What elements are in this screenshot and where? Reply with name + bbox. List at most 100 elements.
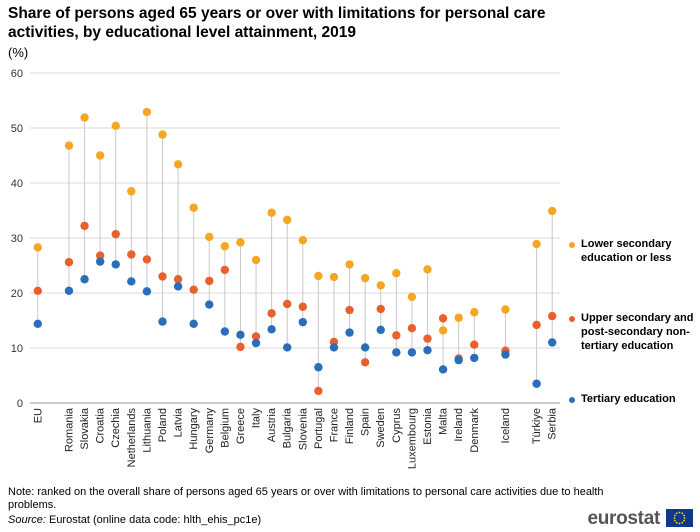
point-lower	[251, 255, 261, 265]
point-lower	[33, 243, 42, 252]
x-tick-label: Latvia	[173, 407, 185, 437]
point-tertiary	[158, 317, 167, 326]
x-tick-label: Greece	[235, 408, 247, 444]
point-tertiary	[392, 348, 401, 357]
point-tertiary	[189, 319, 198, 328]
point-upper	[158, 272, 167, 281]
x-tick-label: Denmark	[469, 408, 481, 453]
point-tertiary	[64, 286, 74, 295]
x-tick-label: Netherlands	[126, 408, 138, 468]
point-upper	[267, 309, 276, 318]
y-tick-label: 20	[11, 288, 23, 300]
point-lower	[173, 160, 183, 169]
chart-plot: 0 10 20 30 40 50 60 EU Romania Slovakia Croatia Cz…	[11, 68, 560, 469]
legend-marker-tertiary	[569, 397, 575, 403]
eu-flag-icon	[666, 509, 693, 527]
y-tick-label: 60	[11, 68, 23, 80]
point-upper	[95, 251, 105, 260]
point-lower	[127, 187, 136, 196]
x-tick-label: France	[328, 408, 340, 442]
point-lower	[470, 308, 479, 317]
point-tertiary	[95, 257, 105, 266]
point-tertiary	[454, 355, 463, 365]
point-lower	[360, 273, 370, 283]
point-upper	[33, 286, 42, 295]
point-upper	[423, 334, 432, 343]
x-tick-label: Austria	[266, 407, 278, 442]
point-upper	[360, 358, 370, 367]
point-upper	[548, 311, 557, 321]
x-tick-label: Slovakia	[79, 407, 91, 449]
point-tertiary	[267, 325, 276, 334]
source-text: Eurostat (online data code: hlth_ehis_pc…	[45, 514, 262, 526]
x-tick-label: Poland	[157, 408, 169, 442]
point-tertiary	[236, 330, 245, 339]
point-lower	[314, 271, 323, 281]
point-tertiary	[470, 353, 479, 363]
point-upper	[220, 265, 230, 275]
x-tick-label: Serbia	[547, 407, 559, 440]
point-tertiary	[376, 325, 385, 335]
point-lower	[95, 151, 105, 160]
point-lower	[142, 107, 152, 117]
point-upper	[298, 302, 307, 311]
chart-title: Share of persons aged 65 years or over w…	[8, 5, 546, 41]
point-lower	[548, 206, 557, 216]
point-tertiary	[80, 275, 89, 284]
point-lower	[158, 130, 167, 139]
point-lower	[454, 313, 463, 322]
point-tertiary	[283, 343, 292, 352]
x-tick-label: Czechia	[110, 407, 122, 448]
x-tick-label: EU	[32, 408, 44, 423]
x-tick-label: Germany	[204, 408, 216, 454]
point-tertiary	[407, 348, 417, 357]
point-lower	[376, 281, 385, 290]
eurostat-logo: eurostat	[587, 508, 660, 529]
point-tertiary	[173, 282, 183, 291]
y-tick-label: 10	[11, 343, 23, 355]
x-tick-label: Hungary	[188, 408, 200, 450]
point-upper	[205, 276, 214, 286]
point-upper	[64, 258, 74, 267]
point-tertiary	[111, 260, 120, 269]
point-upper	[532, 320, 541, 330]
x-tick-label: Malta	[438, 407, 450, 435]
legend-marker-lower	[569, 242, 575, 248]
x-tick-label: Ireland	[453, 408, 465, 442]
x-tick-label: Belgium	[219, 408, 231, 448]
x-tick-label: Italy	[251, 408, 263, 429]
x-tick-label: Sweden	[375, 408, 387, 448]
x-tick-label: Spain	[360, 408, 372, 436]
point-tertiary	[438, 365, 448, 374]
point-lower	[501, 305, 510, 314]
point-tertiary	[548, 338, 557, 347]
x-tick-label: Slovenia	[297, 407, 309, 450]
x-tick-label: Luxembourg	[406, 408, 418, 469]
point-upper	[80, 221, 89, 231]
point-upper	[127, 250, 136, 259]
point-tertiary	[251, 338, 261, 348]
point-upper	[345, 305, 354, 315]
point-lower	[407, 292, 417, 302]
point-upper	[376, 304, 385, 314]
legend-marker-upper	[569, 316, 575, 322]
point-tertiary	[360, 343, 370, 352]
point-lower	[298, 236, 307, 245]
chart-note: Note: ranked on the overall share of per…	[8, 486, 604, 511]
point-upper	[392, 331, 401, 340]
point-tertiary	[220, 327, 230, 336]
legend-label-lower: Lower secondary education or less	[581, 238, 672, 264]
point-tertiary	[298, 317, 307, 327]
x-tick-label: Finland	[344, 408, 356, 444]
point-tertiary	[142, 287, 152, 296]
point-lower	[205, 232, 214, 242]
legend-item-lower: Lower secondary education or less	[569, 237, 699, 265]
point-tertiary	[127, 277, 136, 286]
point-lower	[189, 203, 198, 212]
point-upper	[142, 255, 152, 264]
point-tertiary	[501, 350, 510, 359]
point-upper	[283, 299, 292, 309]
point-tertiary	[423, 346, 432, 355]
y-tick-label: 30	[11, 233, 23, 245]
y-unit-label: (%)	[8, 45, 29, 60]
